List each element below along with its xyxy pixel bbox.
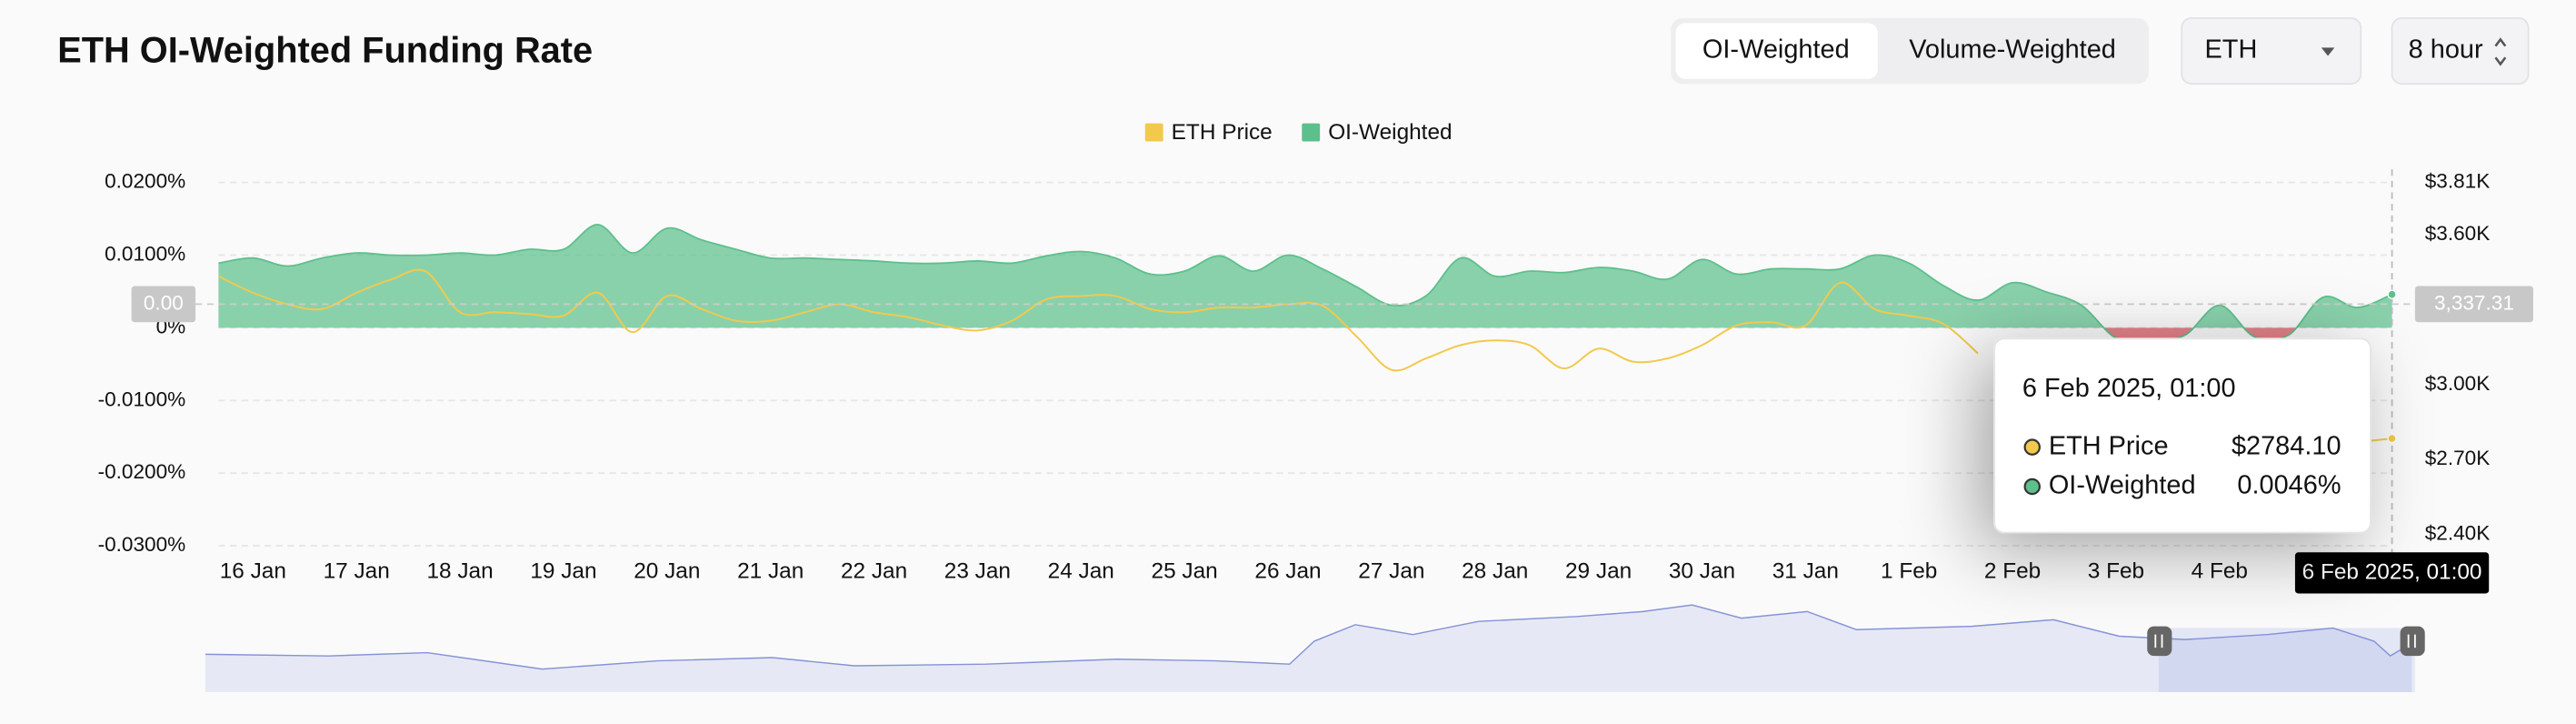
y-tick-label: 0.0100%	[105, 242, 185, 265]
navigator-line	[205, 604, 2416, 670]
navigator-selection[interactable]	[2158, 628, 2412, 692]
x-tick-label: 16 Jan	[220, 558, 286, 583]
x-tick-label: 22 Jan	[841, 558, 907, 583]
area-negative	[218, 327, 2392, 342]
crosshair-y2-box	[2414, 286, 2534, 323]
tooltip-title: 6 Feb 2025, 01:00	[2022, 374, 2236, 403]
x-tick-label: 20 Jan	[634, 558, 700, 583]
y2-tick-label: $3.00K	[2425, 372, 2491, 395]
y-tick-label: 0.0200%	[105, 170, 185, 193]
hover-dot	[2387, 289, 2397, 299]
crosshair-x-box	[2294, 552, 2490, 594]
price-line	[217, 268, 1979, 372]
tab[interactable]: Volume-Weighted	[1909, 35, 2116, 65]
x-tick-label: 26 Jan	[1254, 558, 1321, 583]
x-tick-label: 19 Jan	[530, 558, 596, 583]
y2-tick-label: $3.60K	[2425, 222, 2491, 245]
navigator-area	[205, 605, 2415, 692]
x-tick-label: 28 Jan	[1462, 558, 1528, 583]
area-positive	[218, 224, 2392, 328]
crosshair-y-label: 0.00	[144, 291, 184, 314]
tooltip-value: 0.0046%	[2237, 471, 2341, 500]
x-tick-label: 29 Jan	[1565, 558, 1632, 583]
x-tick-label: 23 Jan	[944, 558, 1011, 583]
legend-label[interactable]: ETH Price	[1172, 120, 1273, 145]
tooltip-dot	[2023, 478, 2041, 496]
crosshair-y2-label: 3,337.31	[2434, 291, 2514, 314]
y2-tick-label: $2.40K	[2425, 521, 2491, 544]
x-tick-label: 30 Jan	[1669, 558, 1735, 583]
navigator-handle[interactable]	[2147, 626, 2172, 657]
dropdown-arrow	[2321, 47, 2335, 56]
coin-select-label[interactable]: ETH	[2205, 35, 2258, 65]
plot: 0.0200%0.0100%0%-0.0100%-0.0200%-0.0300%…	[98, 170, 2491, 584]
x-tick-label: 3 Feb	[2088, 558, 2144, 583]
tooltip-value: $2784.10	[2232, 431, 2341, 460]
legend-swatch[interactable]	[1302, 123, 1321, 142]
crosshair-y-box	[131, 286, 196, 323]
x-tick-label: 27 Jan	[1358, 558, 1424, 583]
tab-active[interactable]	[1675, 23, 1878, 79]
tooltip: 6 Feb 2025, 01:00 ETH Price $2784.10 OI-Wei…	[1993, 337, 2371, 534]
handle-grip	[2154, 634, 2416, 649]
coin-select[interactable]	[2181, 16, 2362, 85]
navigator	[205, 604, 2425, 692]
y-tick-label: -0.0100%	[98, 387, 186, 410]
interval-select-label[interactable]: 8 hour	[2409, 35, 2483, 65]
x-tick-label: 31 Jan	[1772, 558, 1839, 583]
legend-label[interactable]: OI-Weighted	[1328, 120, 1452, 145]
tab[interactable]: OI-Weighted	[1702, 35, 1850, 65]
tooltip-name: ETH Price	[2049, 431, 2169, 460]
x-tick-label: 1 Feb	[1881, 558, 1937, 583]
y-tick-label: -0.0200%	[98, 460, 186, 483]
x-tick-label: 17 Jan	[324, 558, 390, 583]
x-tick-label: 25 Jan	[1152, 558, 1218, 583]
x-tick-label: 24 Jan	[1048, 558, 1114, 583]
x-tick-label: 21 Jan	[737, 558, 804, 583]
y-tick-label: -0.0300%	[98, 533, 186, 556]
navigator-handle[interactable]	[2400, 626, 2425, 657]
hover-dot	[2387, 433, 2397, 444]
y2-tick-label: $2.70K	[2425, 447, 2491, 469]
x-tick-label: 4 Feb	[2192, 558, 2248, 583]
stepper-icon	[2494, 37, 2507, 66]
area-line	[218, 224, 2392, 343]
page-title: ETH OI-Weighted Funding Rate	[57, 30, 593, 70]
legend-swatch[interactable]	[1144, 123, 1163, 142]
x-tick-label: 18 Jan	[426, 558, 493, 583]
tooltip-name: OI-Weighted	[2049, 471, 2196, 500]
tooltip-box	[1993, 337, 2371, 534]
x-tick-label: 2 Feb	[1984, 558, 2041, 583]
tooltip-dot	[2023, 438, 2041, 456]
crosshair-x-label: 6 Feb 2025, 01:00	[2302, 559, 2482, 584]
interval-select[interactable]	[2391, 16, 2530, 85]
y2-tick-label: $3.81K	[2425, 170, 2491, 193]
